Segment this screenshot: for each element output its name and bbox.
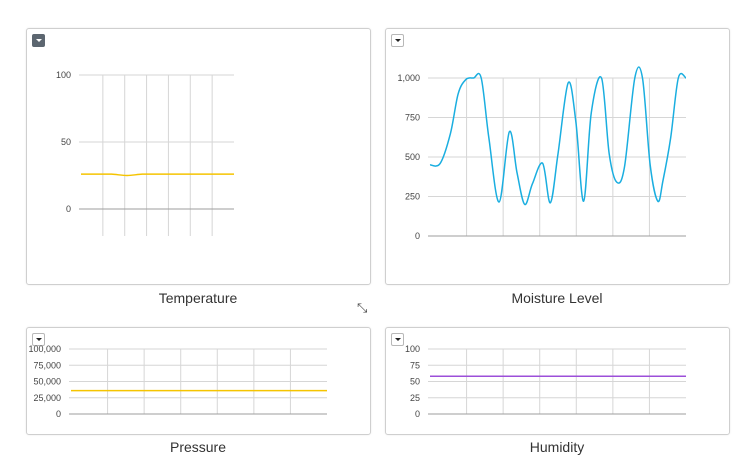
y-tick-label: 1,000 [397,73,420,83]
y-tick-label: 0 [415,231,420,241]
y-tick-label: 100 [56,70,71,80]
temperature-title: Temperature [158,290,238,306]
y-tick-label: 75,000 [33,360,61,370]
y-tick-label: 100,000 [28,344,61,354]
resize-diagonal-icon[interactable]: ⤡ [357,300,368,315]
y-tick-label: 50 [61,137,71,147]
y-tick-label: 500 [405,152,420,162]
series-line [429,66,687,206]
pressure-title: Pressure [169,439,227,455]
chevron-down-icon [395,39,401,42]
pressure-chart-panel: 100,000 75,000 50,000 25,000 0 [26,327,371,435]
moisture-title: Moisture Level [511,290,603,306]
series-line [80,173,234,177]
pressure-chart: 100,000 75,000 50,000 25,000 0 [28,344,327,419]
y-tick-label: 750 [405,113,420,123]
chevron-down-icon [36,39,42,42]
y-tick-label: 0 [56,409,61,419]
temperature-chart: 100 50 0 [56,70,234,236]
y-tick-label: 25 [410,393,420,403]
chevron-down-icon [395,338,401,341]
humidity-menu-button[interactable] [391,333,404,346]
y-tick-label: 250 [405,192,420,202]
y-tick-label: 0 [66,204,71,214]
humidity-chart-panel: 100 75 50 25 0 [385,327,730,435]
y-tick-label: 100 [405,344,420,354]
y-tick-label: 75 [410,360,420,370]
humidity-chart: 100 75 50 25 0 [405,344,686,419]
y-tick-label: 25,000 [33,393,61,403]
moisture-chart-panel: 1,000 750 500 250 0 [385,28,730,285]
y-tick-label: 0 [415,409,420,419]
y-tick-label: 50,000 [33,377,61,387]
humidity-title: Humidity [529,439,585,455]
pressure-menu-button[interactable] [32,333,45,346]
temperature-chart-panel: 100 50 0 [26,28,371,285]
temperature-menu-button[interactable] [32,34,45,47]
y-tick-label: 50 [410,377,420,387]
moisture-chart: 1,000 750 500 250 0 [397,66,687,241]
chevron-down-icon [36,338,42,341]
moisture-menu-button[interactable] [391,34,404,47]
